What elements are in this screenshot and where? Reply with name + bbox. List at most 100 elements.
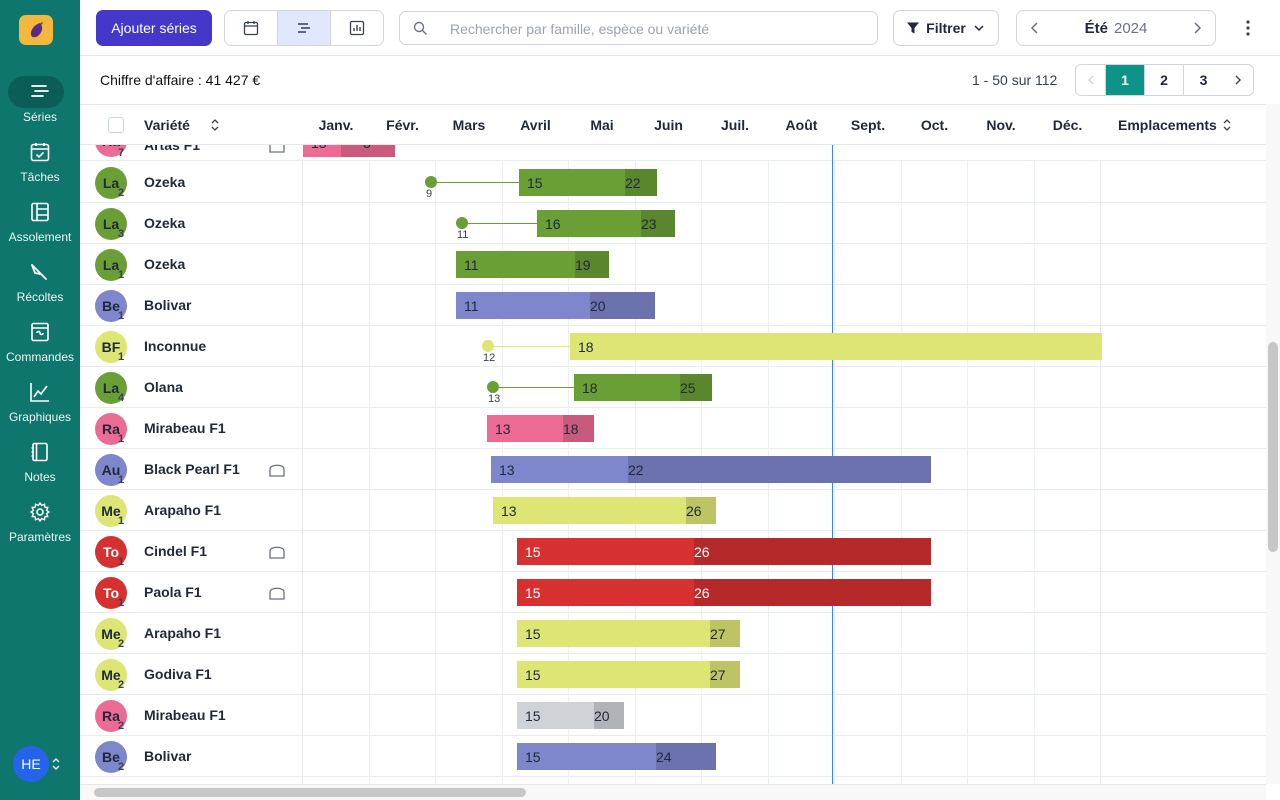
- harvest-segment: [575, 251, 609, 278]
- season-next-button[interactable]: [1179, 11, 1215, 45]
- month-gridline: [1100, 105, 1101, 784]
- sidebar-item-notebook[interactable]: Notes: [0, 440, 80, 500]
- variety-name[interactable]: Arapaho F1: [144, 625, 222, 641]
- variety-name[interactable]: Bolivar: [144, 297, 192, 313]
- variety-name[interactable]: Artas F1: [144, 145, 201, 153]
- series-bar[interactable]: 13 22: [491, 456, 931, 483]
- variety-name[interactable]: Cindel F1: [144, 543, 208, 559]
- sowing-week-label: 9: [426, 188, 433, 200]
- stats-view-button[interactable]: [331, 11, 383, 45]
- vertical-scrollbar-thumb[interactable]: [1268, 342, 1278, 552]
- page-next-button[interactable]: [1223, 65, 1253, 95]
- series-bar[interactable]: 13 26: [493, 497, 716, 524]
- series-bar[interactable]: 15 24: [517, 743, 716, 770]
- sidebar-item-field-plan[interactable]: Assolement: [0, 200, 80, 260]
- variety-name[interactable]: Ozeka: [144, 256, 186, 272]
- harvest-segment: [710, 620, 740, 647]
- series-bar[interactable]: 15 22: [519, 169, 657, 196]
- season-prev-button[interactable]: [1017, 11, 1053, 45]
- table-row[interactable]: To 1 Paola F1 15 26: [80, 572, 1266, 613]
- variety-name[interactable]: Godiva F1: [144, 666, 212, 682]
- search-input[interactable]: [450, 19, 860, 39]
- variety-name[interactable]: Black Pearl F1: [144, 461, 240, 477]
- add-series-button[interactable]: Ajouter séries: [96, 10, 212, 46]
- table-row-partial[interactable]: Ra7 Artas F1 13 3: [80, 145, 1266, 161]
- sort-icon[interactable]: [1222, 118, 1232, 132]
- species-abbr: La: [102, 380, 120, 396]
- page-3-button[interactable]: 3: [1199, 72, 1208, 88]
- variety-name[interactable]: Ozeka: [144, 174, 186, 190]
- sort-icon[interactable]: [210, 118, 220, 132]
- user-avatar[interactable]: HE: [13, 746, 49, 782]
- table-row[interactable]: Au 1 Black Pearl F1 13 22: [80, 449, 1266, 490]
- table-row[interactable]: Me 2 Arapaho F1 15 27: [80, 613, 1266, 654]
- sidebar-item-series[interactable]: Séries: [0, 76, 80, 140]
- table-row[interactable]: La 4 Olana 13 18 25: [80, 367, 1266, 408]
- series-bar[interactable]: 16 23: [537, 210, 675, 237]
- series-bar[interactable]: 13 18: [487, 415, 594, 442]
- series-bar[interactable]: 11 20: [456, 292, 655, 319]
- series-bar[interactable]: 15 26: [517, 538, 931, 565]
- sidebar-item-harvest-knife[interactable]: Récoltes: [0, 260, 80, 320]
- table-row[interactable]: La 1 Ozeka 11 19: [80, 244, 1266, 285]
- timeline-view-button[interactable]: [278, 11, 331, 45]
- sidebar-item-orders[interactable]: Commandes: [0, 320, 80, 380]
- table-row[interactable]: Ra 1 Mirabeau F1 13 18: [80, 408, 1266, 449]
- sidebar-item-calendar-check[interactable]: Tâches: [0, 140, 80, 200]
- table-row[interactable]: La 3 Ozeka 11 16 23: [80, 203, 1266, 244]
- sowing-dot[interactable]: [425, 176, 437, 188]
- variety-name[interactable]: Inconnue: [144, 338, 207, 354]
- more-vertical-icon[interactable]: [1236, 16, 1260, 40]
- series-bar[interactable]: 15 27: [517, 620, 740, 647]
- column-header-variete[interactable]: Variété: [144, 117, 190, 133]
- species-avatar: Be: [95, 290, 127, 322]
- page-prev-button[interactable]: [1076, 65, 1106, 95]
- series-bar[interactable]: 11 19: [456, 251, 609, 278]
- series-bar[interactable]: 15 20: [517, 702, 624, 729]
- variety-name[interactable]: Ozeka: [144, 215, 186, 231]
- table-row[interactable]: Me 2 Godiva F1 15 27: [80, 654, 1266, 695]
- species-abbr: To: [102, 585, 120, 601]
- variety-name[interactable]: Paola F1: [144, 584, 202, 600]
- table-row[interactable]: Be 2 Bolivar 15 24: [80, 736, 1266, 777]
- table-row[interactable]: Ra 2 Mirabeau F1 15 20: [80, 695, 1266, 736]
- sidebar-item-chart-line[interactable]: Graphiques: [0, 380, 80, 440]
- month-header: Mai: [590, 117, 614, 133]
- page-2-button[interactable]: 2: [1145, 65, 1184, 95]
- page-1-button[interactable]: 1: [1106, 65, 1145, 95]
- table-row[interactable]: BF 1 Inconnue 12 18: [80, 326, 1266, 367]
- variety-name[interactable]: Olana: [144, 379, 183, 395]
- sidebar-item-gear[interactable]: Paramètres: [0, 500, 80, 560]
- variety-name[interactable]: Bolivar: [144, 748, 192, 764]
- harvest-knife-icon: [31, 264, 47, 280]
- series-bar[interactable]: 15 26: [517, 579, 931, 606]
- variety-name[interactable]: Arapaho F1: [144, 502, 222, 518]
- filter-button[interactable]: Filtrer: [893, 10, 999, 46]
- sowing-dot[interactable]: [482, 340, 494, 352]
- table-row[interactable]: Be 1 Bolivar 11 20: [80, 285, 1266, 326]
- sidebar-item-label: Commandes: [5, 350, 75, 364]
- column-header-emplacements[interactable]: Emplacements: [1118, 117, 1217, 133]
- variety-name[interactable]: Mirabeau F1: [144, 420, 226, 436]
- chevron-up-down-icon[interactable]: [51, 756, 61, 772]
- table-row[interactable]: To 1 Cindel F1 15 26: [80, 531, 1266, 572]
- series-bar[interactable]: 18: [570, 333, 1102, 360]
- variety-name[interactable]: Mirabeau F1: [144, 707, 226, 723]
- sowing-dot[interactable]: [456, 217, 468, 229]
- series-bar[interactable]: 18 25: [574, 374, 712, 401]
- greenhouse-icon: [269, 587, 285, 600]
- harvest-segment: [694, 538, 931, 565]
- series-bar[interactable]: 13 3: [303, 145, 395, 157]
- table-row[interactable]: Me 1 Arapaho F1 13 26: [80, 490, 1266, 531]
- table-row[interactable]: La 2 Ozeka 9 15 22: [80, 162, 1266, 203]
- planting-week-label: 15: [527, 175, 543, 191]
- horizontal-scrollbar-thumb[interactable]: [94, 788, 526, 797]
- app-logo[interactable]: [19, 15, 53, 45]
- select-all-checkbox[interactable]: [108, 117, 124, 133]
- calendar-view-button[interactable]: [225, 11, 278, 45]
- sowing-dot[interactable]: [487, 381, 499, 393]
- planting-week-label: 11: [464, 257, 479, 273]
- series-count-badge: 1: [118, 556, 125, 568]
- series-bar[interactable]: 15 27: [517, 661, 740, 688]
- chevron-down-icon: [974, 25, 984, 32]
